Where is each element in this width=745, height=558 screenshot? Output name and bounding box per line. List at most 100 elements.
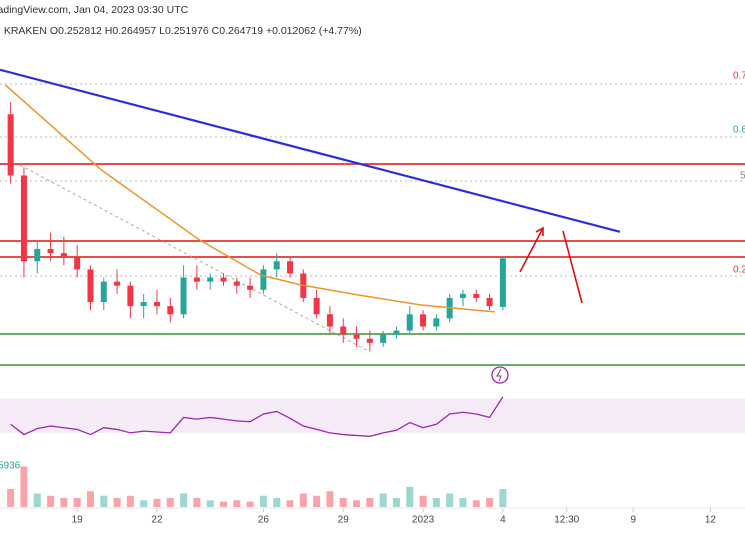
volume-bar bbox=[432, 498, 440, 507]
fib-label: 0.2 bbox=[733, 265, 745, 276]
volume-label: 5936 bbox=[0, 461, 21, 472]
volume-bar bbox=[113, 498, 121, 507]
candle-body bbox=[180, 277, 187, 315]
candle-body bbox=[220, 277, 227, 282]
volume-bar bbox=[339, 498, 347, 507]
event-icon-bolt bbox=[496, 368, 502, 382]
moving-average bbox=[0, 68, 621, 233]
volume-bar bbox=[246, 501, 254, 507]
candle-body bbox=[340, 326, 347, 335]
candle-body bbox=[273, 261, 280, 270]
candle-body bbox=[20, 175, 27, 262]
volume-bar bbox=[20, 466, 28, 507]
candle-body bbox=[499, 258, 506, 307]
fib-label: 5 bbox=[740, 171, 745, 182]
candle-body bbox=[486, 297, 493, 307]
candle-body bbox=[380, 334, 387, 343]
volume-bar bbox=[392, 498, 400, 507]
volume-bar bbox=[33, 493, 41, 507]
candle-body bbox=[473, 293, 480, 298]
fib-label: 0.7 bbox=[733, 71, 745, 82]
fib-levels bbox=[0, 83, 745, 277]
candle-body bbox=[353, 334, 360, 339]
candle-body bbox=[153, 302, 160, 307]
volume-bar bbox=[220, 501, 227, 507]
candle-body bbox=[87, 269, 94, 303]
candle-body bbox=[406, 314, 413, 331]
volume-bar bbox=[7, 489, 15, 507]
rsi-line bbox=[10, 396, 504, 437]
candle-body bbox=[7, 114, 14, 176]
candle-body bbox=[393, 330, 400, 335]
volume-bar bbox=[193, 498, 201, 507]
candle-body bbox=[193, 277, 200, 282]
moving-average bbox=[4, 84, 495, 313]
candle-body bbox=[326, 314, 333, 327]
candle-body bbox=[313, 297, 320, 315]
candle-body bbox=[433, 318, 440, 327]
candle-body bbox=[420, 314, 427, 327]
candle-body bbox=[247, 285, 254, 290]
volume-bar bbox=[446, 493, 454, 507]
volume-bar bbox=[366, 498, 374, 507]
volume-bar bbox=[60, 498, 68, 507]
candle-body bbox=[47, 248, 54, 254]
candle-body bbox=[74, 257, 81, 270]
x-tick-label: 9 bbox=[630, 515, 636, 526]
x-tick-label: 29 bbox=[338, 515, 350, 526]
volume-bar bbox=[273, 498, 281, 507]
volume-bar bbox=[326, 491, 334, 507]
fib-label: 0.6 bbox=[733, 125, 745, 136]
x-tick-label: 12:30 bbox=[554, 515, 579, 526]
x-tick-label: 26 bbox=[258, 515, 270, 526]
candle-body bbox=[100, 281, 107, 303]
volume-bar bbox=[499, 489, 507, 507]
candle-body bbox=[366, 338, 373, 343]
levels bbox=[0, 163, 745, 366]
arrow bbox=[562, 230, 583, 304]
candle-body bbox=[287, 261, 294, 274]
marks: 5936 bbox=[0, 68, 745, 507]
volume-bar bbox=[286, 500, 294, 507]
trend-line bbox=[19, 164, 371, 353]
volume-bar bbox=[406, 486, 414, 507]
candle-body bbox=[114, 281, 121, 286]
header-ohlc: , KRAKEN O0.252812 H0.264957 L0.251976 C… bbox=[0, 25, 362, 37]
rsi-band bbox=[0, 398, 745, 433]
volume-bar bbox=[299, 493, 307, 507]
volume-bar bbox=[459, 498, 467, 507]
x-tick-label: 22 bbox=[151, 515, 163, 526]
volume-bar bbox=[47, 495, 55, 507]
x-tick-label: 19 bbox=[72, 515, 84, 526]
volume-bar bbox=[86, 491, 94, 507]
volume-bar bbox=[166, 498, 174, 507]
header-title: TradingView.com, Jan 04, 2023 03:30 UTC bbox=[0, 4, 189, 16]
volume-bar bbox=[233, 500, 241, 507]
candle-body bbox=[60, 253, 67, 258]
x-tick-label: 4 bbox=[500, 515, 506, 526]
x-tick-label: 12 bbox=[705, 515, 717, 526]
volume-bar bbox=[472, 500, 480, 507]
candle-body bbox=[459, 293, 466, 298]
volume-bar bbox=[180, 493, 188, 507]
volume-bar bbox=[100, 495, 108, 507]
arrows bbox=[519, 226, 583, 304]
volume-bar bbox=[126, 495, 134, 507]
candle-body bbox=[127, 285, 134, 307]
volume-bar bbox=[379, 493, 387, 507]
volume-bar bbox=[73, 498, 81, 507]
candle-body bbox=[167, 306, 174, 315]
candle-body bbox=[34, 248, 41, 262]
volume-bar bbox=[206, 500, 214, 507]
volume-bar bbox=[486, 498, 494, 507]
volume-bar bbox=[153, 498, 161, 507]
volume-bar bbox=[140, 500, 148, 507]
arrow-head bbox=[535, 226, 544, 236]
candle-body bbox=[233, 281, 240, 286]
volume-bar bbox=[419, 495, 427, 507]
event-icon[interactable] bbox=[491, 366, 509, 384]
arrow bbox=[519, 227, 544, 273]
x-tick-label: 2023 bbox=[412, 515, 435, 526]
